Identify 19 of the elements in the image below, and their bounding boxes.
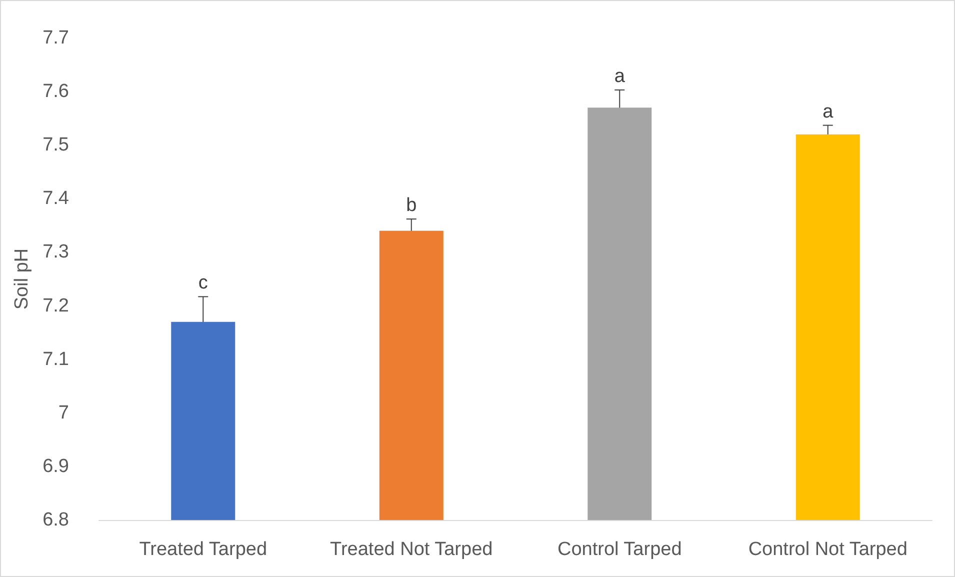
- x-tick-label: Control Tarped: [557, 539, 682, 560]
- y-tick-label: 7.5: [42, 134, 69, 156]
- y-tick-label: 7.1: [42, 348, 69, 370]
- annotation: c: [198, 272, 208, 294]
- y-axis-title: Soil pH: [12, 248, 33, 310]
- y-tick-label: 6.8: [42, 510, 69, 530]
- x-tick-label: Treated Not Tarped: [330, 539, 493, 560]
- annotation: a: [822, 101, 834, 122]
- annotation: a: [614, 66, 626, 87]
- x-tick-label: Treated Tarped: [139, 539, 268, 560]
- x-tick-label: Control Not Tarped: [748, 539, 908, 560]
- annotation: b: [406, 195, 417, 216]
- y-tick-label: 7.2: [42, 295, 69, 316]
- y-tick-label: 7.3: [42, 242, 69, 263]
- y-tick-label: 7.6: [42, 81, 69, 102]
- y-tick-label: 7.7: [42, 28, 69, 48]
- y-tick-label: 7: [58, 402, 69, 424]
- y-tick-label: 6.9: [42, 456, 69, 477]
- y-tick-label: 7.4: [42, 188, 70, 210]
